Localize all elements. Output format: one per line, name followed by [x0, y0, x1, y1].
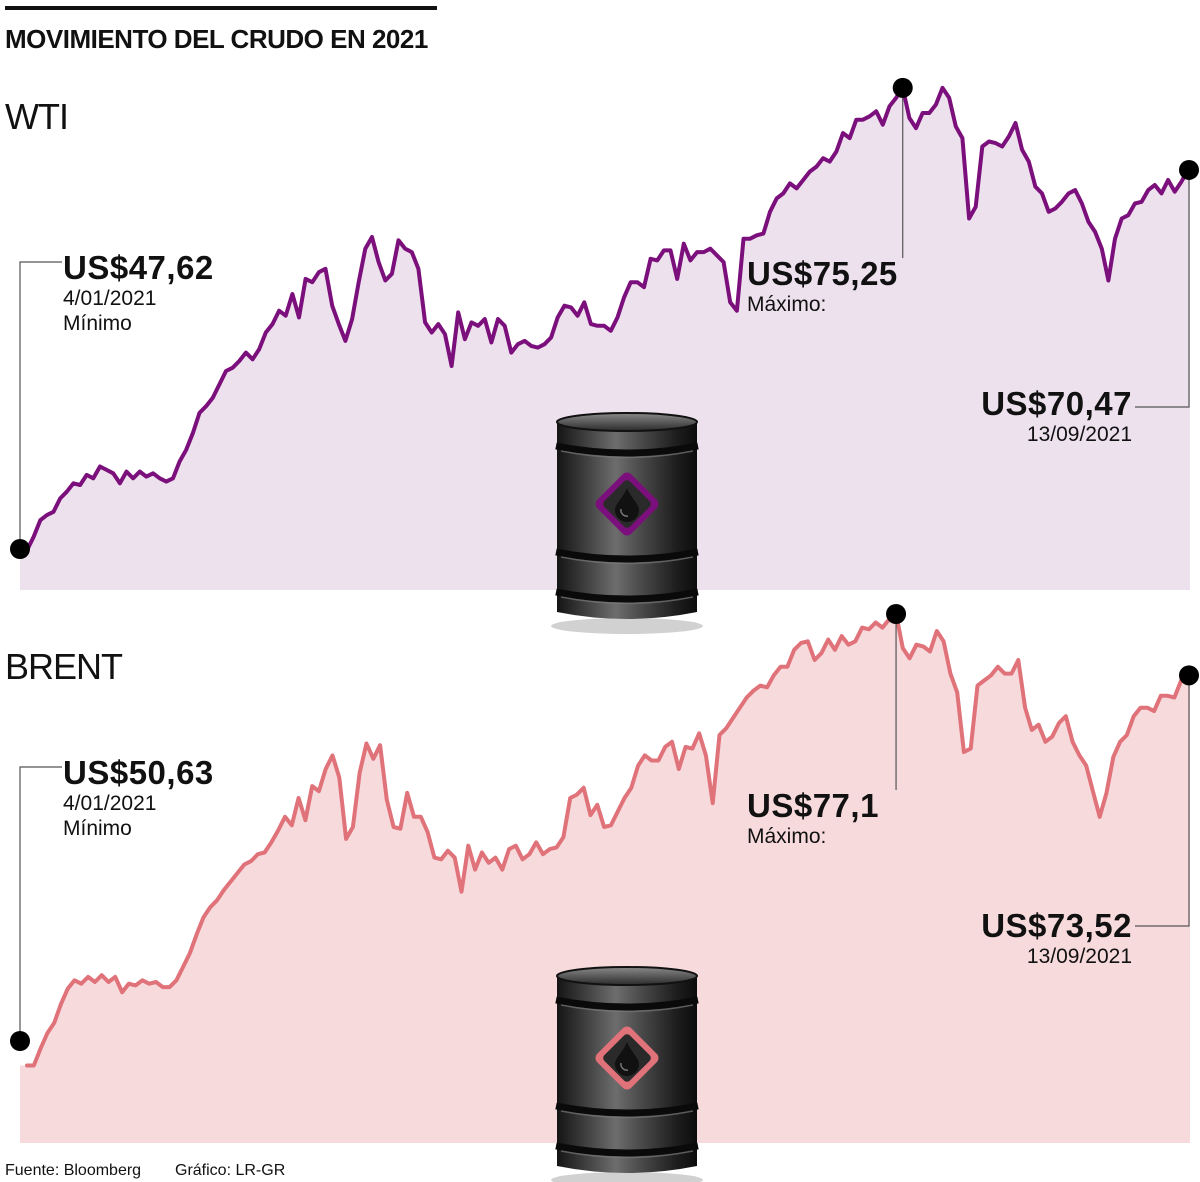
wti-min-label: Mínimo [63, 312, 132, 335]
brent-min-dot [10, 1031, 30, 1051]
wti-barrel-icon [551, 412, 703, 634]
brent-max-dot [886, 604, 907, 624]
wti-max-annotation: US$75,25 Máximo: [747, 256, 898, 317]
brent-max-value: US$77,1 [747, 787, 879, 824]
brent-min-leader [19, 766, 62, 1041]
brent-min-value: US$50,63 [63, 754, 214, 791]
brent-max-annotation: US$77,1 Máximo: [747, 788, 879, 849]
footer-source: Fuente: Bloomberg [5, 1162, 142, 1179]
wti-min-date: 4/01/2021 [63, 287, 157, 310]
title-rule [5, 6, 437, 10]
brent-max-label: Máximo: [747, 825, 827, 848]
brent-min-label: Mínimo [63, 817, 132, 840]
wti-max-dot [892, 77, 913, 98]
page-title: MOVIMIENTO DEL CRUDO EN 2021 [5, 24, 428, 54]
wti-max-value: US$75,25 [747, 255, 898, 292]
footer-credit: Gráfico: LR-GR [175, 1162, 286, 1179]
wti-chart [10, 77, 1199, 591]
barrels [551, 412, 703, 1182]
wti-last-dot [1179, 159, 1199, 180]
wti-min-annotation: US$47,62 4/01/2021 Mínimo [63, 250, 214, 336]
brent-barrel-icon-drop-icon [615, 1042, 639, 1076]
brent-last-date: 13/09/2021 [1026, 945, 1132, 968]
brent-barrel-icon [551, 966, 703, 1182]
wti-last-value: US$70,47 [981, 385, 1132, 422]
brent-min-date: 4/01/2021 [63, 792, 157, 815]
wti-min-value: US$47,62 [63, 249, 214, 286]
brent-series-name: BRENT [5, 646, 123, 687]
brent-last-leader [1135, 675, 1190, 927]
wti-max-label: Máximo: [747, 293, 827, 316]
wti-price-line [25, 85, 1190, 553]
brent-price-line [25, 612, 1190, 1068]
wti-last-date: 13/09/2021 [1026, 423, 1132, 446]
wti-min-dot [10, 539, 30, 559]
wti-area-fill [20, 87, 1190, 591]
brent-area-fill [20, 614, 1190, 1143]
wti-series-name: WTI [5, 96, 69, 137]
brent-chart [10, 604, 1199, 1143]
brent-last-dot [1179, 665, 1199, 686]
brent-last-value: US$73,52 [981, 907, 1132, 944]
brent-min-annotation: US$50,63 4/01/2021 Mínimo [63, 755, 214, 841]
wti-barrel-icon-drop-icon [615, 488, 639, 522]
wti-last-leader [1135, 169, 1190, 408]
brent-last-annotation: US$73,52 13/09/2021 [981, 908, 1132, 969]
wti-last-annotation: US$70,47 13/09/2021 [981, 386, 1132, 447]
wti-min-leader [19, 261, 62, 549]
